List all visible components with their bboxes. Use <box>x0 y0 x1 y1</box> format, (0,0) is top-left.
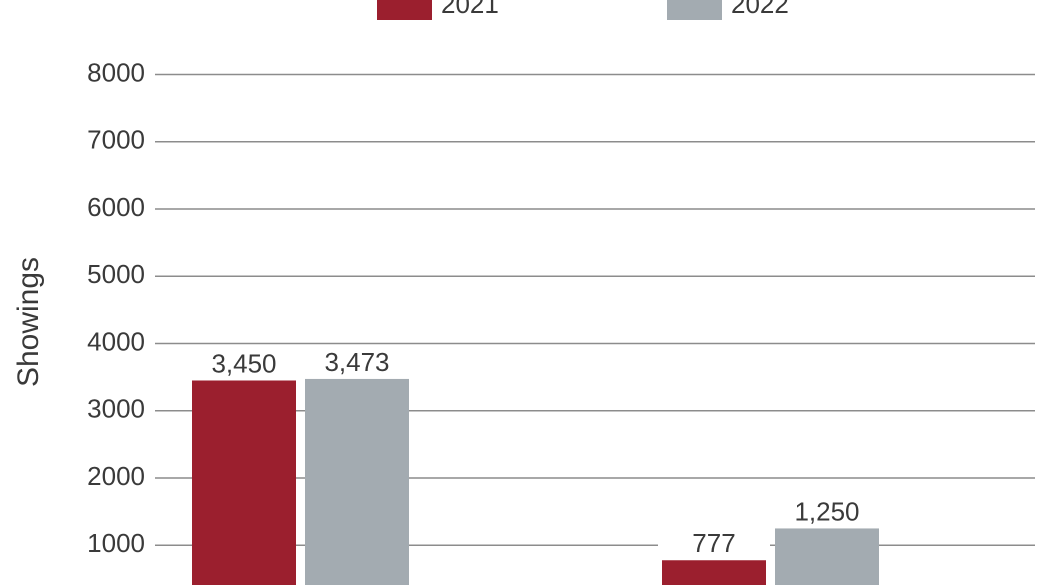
y-tick-label: 7000 <box>87 125 145 155</box>
data-label: 1,250 <box>794 496 859 526</box>
data-label-backdrop <box>658 526 770 557</box>
y-tick-label: 4000 <box>87 326 145 356</box>
y-axis-label: Showings <box>12 257 45 387</box>
data-label: 777 <box>692 528 735 558</box>
legend-label: 2021 <box>441 0 499 19</box>
y-tick-label: 5000 <box>87 259 145 289</box>
legend-swatch <box>377 0 432 20</box>
bar <box>662 560 766 585</box>
data-label-backdrop <box>771 494 883 525</box>
legend-swatch <box>667 0 722 20</box>
data-labels: 3,450 777 3,473 1,250 <box>188 344 883 558</box>
bar <box>775 528 879 585</box>
bars <box>192 378 879 585</box>
data-label-backdrop <box>188 346 300 377</box>
data-label: 3,450 <box>211 348 276 378</box>
legend-label: 2022 <box>731 0 789 19</box>
y-axis-ticks: 1000 2000 3000 4000 5000 6000 7000 8000 <box>87 57 145 558</box>
bar <box>305 378 409 585</box>
y-tick-label: 8000 <box>87 57 145 87</box>
data-label: 3,473 <box>324 347 389 377</box>
legend: 2021 2022 <box>377 0 789 20</box>
bar <box>192 380 296 585</box>
gridlines <box>155 73 1035 546</box>
y-tick-label: 2000 <box>87 461 145 491</box>
data-label-backdrop <box>301 344 413 375</box>
y-tick-label: 1000 <box>87 528 145 558</box>
y-tick-label: 6000 <box>87 192 145 222</box>
y-tick-label: 3000 <box>87 394 145 424</box>
